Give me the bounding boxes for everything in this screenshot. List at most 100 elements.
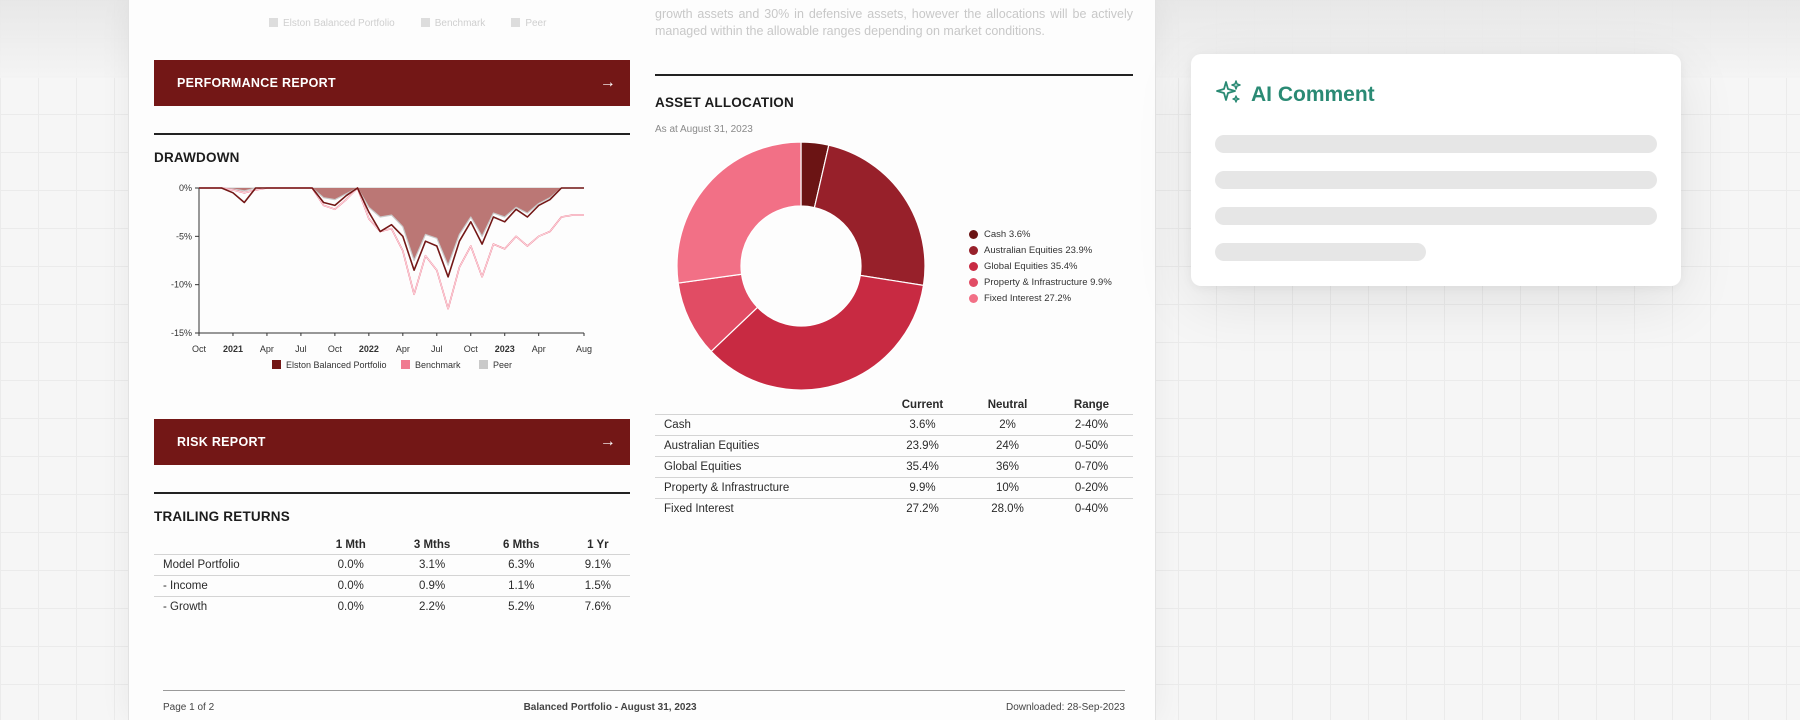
row-label: - Growth	[154, 596, 314, 618]
page-footer: Page 1 of 2 Balanced Portfolio - August …	[163, 690, 1125, 713]
asset-allocation-title: ASSET ALLOCATION	[655, 95, 794, 110]
faded-legend-0: Elston Balanced Portfolio	[283, 18, 395, 29]
table-cell: 0-70%	[1050, 456, 1133, 478]
legend-item-cash: Cash 3.6%	[969, 226, 1112, 242]
table-header-row: 1 Mth 3 Mths 6 Mths 1 Yr	[154, 536, 630, 555]
table-row: - Growth 0.0% 2.2% 5.2% 7.6%	[154, 596, 630, 618]
legend-item: Peer	[479, 360, 512, 370]
section-divider	[655, 74, 1133, 76]
table-cell: 0.9%	[387, 575, 477, 597]
table-cell: 0.0%	[314, 554, 388, 576]
legend-swatch	[401, 360, 410, 369]
table-header-row: Current Neutral Range	[655, 396, 1133, 415]
y-tick-label: 0%	[179, 183, 192, 193]
table-cell: 3.1%	[387, 554, 477, 576]
row-label: Australian Equities	[655, 435, 880, 457]
faded-legend-1: Benchmark	[434, 18, 486, 29]
x-tick-label: 2022	[359, 344, 379, 354]
loading-skeleton-line	[1215, 135, 1657, 153]
y-tick-label: -5%	[176, 231, 192, 241]
x-tick-label: Jul	[431, 344, 443, 354]
ai-comment-card: AI Comment	[1191, 54, 1681, 286]
legend-label: Elston Balanced Portfolio	[286, 360, 387, 370]
x-tick-label: Apr	[532, 344, 546, 354]
page-number: Page 1 of 2	[163, 702, 215, 713]
trailing-returns-title: TRAILING RETURNS	[154, 509, 290, 524]
table-cell: 7.6%	[565, 596, 630, 618]
loading-skeleton-line	[1215, 243, 1426, 261]
legend-item-property-infrastructure: Property & Infrastructure 9.9%	[969, 274, 1112, 290]
legend-label: Peer	[493, 360, 512, 370]
legend-swatch	[969, 277, 978, 287]
y-tick-label: -10%	[171, 280, 192, 290]
table-cell: 0-50%	[1050, 435, 1133, 457]
x-tick-label: Apr	[260, 344, 274, 354]
table-cell: 27.2%	[880, 498, 965, 520]
legend-item: Elston Balanced Portfolio	[272, 360, 387, 370]
row-label: Property & Infrastructure	[655, 477, 880, 499]
arrow-right-icon: →	[599, 74, 616, 91]
x-tick-label: Oct	[328, 344, 343, 354]
table-cell: 28.0%	[965, 498, 1050, 520]
drawdown-chart: 0%-5%-10%-15%Oct 2021 Apr Jul Oct 2022 Apr Jul O…	[171, 183, 592, 370]
performance-report-button[interactable]: PERFORMANCE REPORT →	[154, 60, 630, 106]
column-header	[655, 396, 880, 415]
section-divider	[154, 133, 630, 135]
ai-comment-title: AI Comment	[1251, 82, 1375, 106]
table-row: Global Equities 35.4% 36% 0-70%	[655, 456, 1133, 478]
x-tick-label: Apr	[396, 344, 410, 354]
legend-item-fixed-interest: Fixed Interest 27.2%	[969, 290, 1112, 306]
table-cell: 10%	[965, 477, 1050, 499]
performance-report-label: PERFORMANCE REPORT	[177, 76, 336, 90]
legend-swatch	[272, 360, 281, 369]
table-cell: 2.2%	[387, 596, 477, 618]
row-label: Cash	[655, 414, 880, 436]
risk-report-button[interactable]: RISK REPORT →	[154, 419, 630, 465]
legend-label: Cash 3.6%	[984, 228, 1031, 240]
column-header: Neutral	[987, 399, 1028, 411]
x-tick-label: 2023	[495, 344, 515, 354]
row-label: Fixed Interest	[655, 498, 880, 520]
row-label: Model Portfolio	[154, 554, 314, 576]
table-cell: 0.0%	[314, 575, 388, 597]
donut-slice-fixed-interest	[676, 141, 802, 284]
table-cell: 35.4%	[880, 456, 965, 478]
column-header: Range	[1073, 399, 1110, 411]
donut-slice-australian-equities	[813, 144, 926, 287]
x-tick-label: 2021	[223, 344, 243, 354]
donut-legend: Cash 3.6% Australian Equities 23.9% Glob…	[969, 226, 1112, 306]
table-row: Cash 3.6% 2% 2-40%	[655, 414, 1133, 436]
legend-label: Australian Equities 23.9%	[984, 244, 1093, 256]
x-tick-label: Aug	[576, 344, 592, 354]
table-cell: 9.1%	[565, 554, 630, 576]
legend-item-global-equities: Global Equities 35.4%	[969, 258, 1112, 274]
column-header: Current	[901, 399, 944, 411]
legend-item: Benchmark	[401, 360, 461, 370]
column-header: 1 Mth	[335, 539, 366, 551]
legend-label: Benchmark	[415, 360, 461, 370]
report-document: Elston Balanced Portfolio Benchmark Peer…	[128, 0, 1156, 720]
x-tick-label: Oct	[192, 344, 207, 354]
y-tick-label: -15%	[171, 328, 192, 338]
table-row: Fixed Interest 27.2% 28.0% 0-40%	[655, 498, 1133, 520]
drawdown-title: DRAWDOWN	[154, 150, 240, 165]
series-line-elston-balanced-portfolio	[199, 187, 584, 278]
legend-label: Fixed Interest 27.2%	[984, 292, 1072, 304]
row-label: - Income	[154, 575, 314, 597]
table-cell: 3.6%	[880, 414, 965, 436]
legend-swatch	[969, 245, 978, 255]
arrow-right-icon: →	[599, 433, 616, 450]
table-row: Model Portfolio 0.0% 3.1% 6.3% 9.1%	[154, 554, 630, 576]
table-cell: 2%	[965, 414, 1050, 436]
table-row: - Income 0.0% 0.9% 1.1% 1.5%	[154, 575, 630, 597]
legend-swatch	[969, 261, 978, 271]
peer-area	[199, 188, 584, 266]
table-cell: 9.9%	[880, 477, 965, 499]
section-divider	[154, 492, 630, 494]
table-cell: 1.1%	[476, 575, 566, 597]
row-label: Global Equities	[655, 456, 880, 478]
asset-allocation-table: Current Neutral Range Cash 3.6% 2% 2-40%…	[655, 396, 1133, 520]
table-cell: 0-20%	[1050, 477, 1133, 499]
table-cell: 24%	[965, 435, 1050, 457]
legend-item-australian-equities: Australian Equities 23.9%	[969, 242, 1112, 258]
